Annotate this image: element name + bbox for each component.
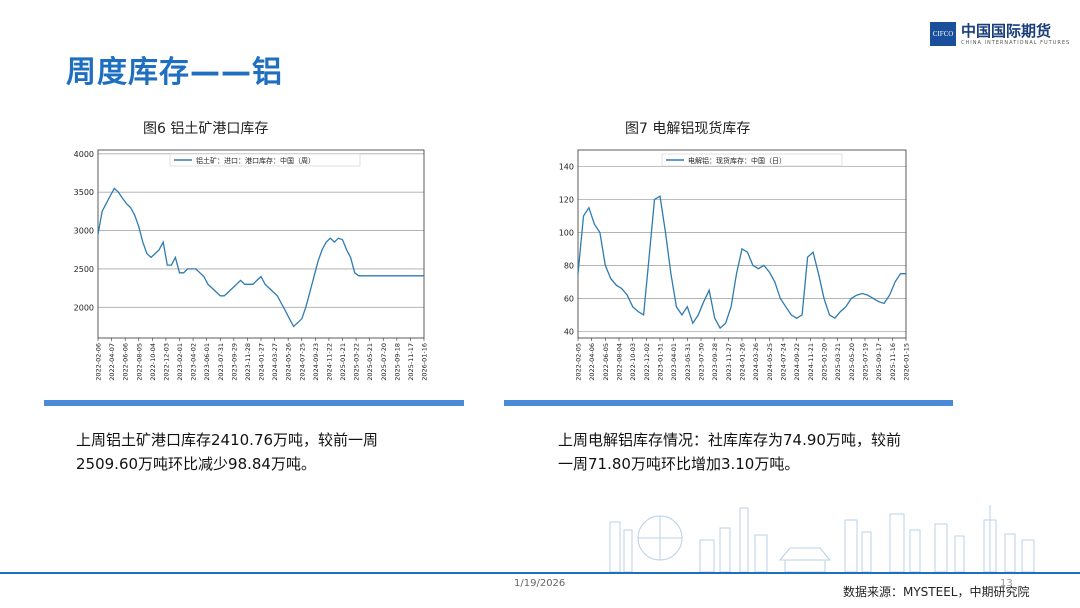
x-tick-label: 2025-07-19 — [862, 343, 870, 381]
divider-bar — [504, 400, 953, 406]
x-tick-label: 2023-01-31 — [657, 343, 665, 381]
logo-english-name: CHINA INTERNATIONAL FUTURES — [961, 40, 1071, 46]
y-tick-label: 120 — [559, 195, 574, 204]
aluminium-inventory-chart: 40 60 80 100 120 140 2022-02-05 2022-04-06 2022-… — [559, 149, 911, 381]
x-tick-label: 2025-09-17 — [875, 343, 883, 381]
company-logo: CIFCO 中国国际期货 CHINA INTERNATIONAL FUTURES — [930, 20, 1069, 50]
x-tick-label: 2023-06-01 — [203, 343, 211, 381]
x-tick-label: 2025-05-21 — [366, 343, 374, 381]
x-tick-label: 2022-08-05 — [135, 343, 143, 381]
plot-frame — [97, 149, 425, 339]
x-tick-label: 2024-01-26 — [739, 343, 747, 381]
x-tick-label: 2022-06-06 — [122, 343, 130, 381]
divider-bar — [44, 400, 464, 406]
y-tick-label: 2000 — [74, 303, 94, 312]
y-tick-label: 100 — [559, 228, 574, 237]
x-tick-label: 2024-11-21 — [807, 343, 815, 381]
x-tick-label: 2024-01-27 — [258, 343, 266, 381]
x-tick-label: 2023-07-31 — [217, 343, 225, 381]
x-tick-label: 2022-10-03 — [629, 343, 637, 381]
logo-mark: CIFCO — [930, 22, 956, 46]
city-skyline-illustration — [609, 505, 1035, 572]
x-tick-label: 2023-07-30 — [698, 343, 706, 381]
footer-rule — [0, 572, 1080, 574]
page-number: 13 — [1000, 578, 1013, 589]
data-source: 数据来源：MYSTEEL，中期研究院 — [843, 585, 1030, 599]
x-tick-label: 2024-07-25 — [298, 343, 306, 381]
x-tick-label: 2024-07-24 — [780, 343, 788, 381]
x-tick-label: 2025-01-21 — [339, 343, 347, 381]
x-tick-label: 2023-11-28 — [244, 343, 252, 381]
x-tick-label: 2025-07-20 — [380, 343, 388, 381]
x-tick-label: 2025-03-21 — [834, 343, 842, 381]
x-tick-label: 2023-09-28 — [711, 343, 719, 381]
bauxite-summary-text: 上周铝土矿港口库存2410.76万吨，较前一周2509.60万吨环比减少98.8… — [76, 431, 379, 473]
x-tick-label: 2024-03-27 — [271, 343, 279, 381]
chart-caption-aluminium: 图7 电解铝现货库存 — [625, 121, 751, 137]
legend-label: 电解铝：现货库存：中国（日） — [688, 156, 786, 165]
x-tick-label: 2023-04-01 — [670, 343, 678, 381]
x-tick-label: 2022-08-04 — [616, 343, 624, 381]
legend-label: 铝土矿：进口：港口库存：中国（周） — [196, 156, 315, 165]
x-tick-label: 2022-02-06 — [95, 343, 103, 381]
y-tick-label: 3500 — [74, 188, 94, 197]
chart-caption-bauxite: 图6 铝土矿港口库存 — [143, 121, 269, 137]
x-tick-label: 2022-02-05 — [575, 343, 583, 381]
y-tick-label: 4000 — [74, 150, 94, 159]
aluminium-summary-text: 上周电解铝库存情况：社库库存为74.90万吨，较前一周71.80万吨环比增加3.… — [558, 431, 901, 473]
series-line — [577, 195, 906, 330]
y-tick-label: 80 — [564, 261, 574, 270]
x-tick-label: 2023-02-01 — [176, 343, 184, 381]
x-tick-label: 2024-09-23 — [312, 343, 320, 381]
y-tick-label: 60 — [564, 294, 574, 303]
x-tick-label: 2025-11-17 — [407, 343, 415, 381]
x-tick-label: 2025-01-20 — [821, 343, 829, 381]
bauxite-inventory-chart: 2000 2500 3000 3500 4000 2022-02-06 2022-04-07… — [74, 149, 429, 381]
legend-box — [169, 153, 361, 167]
x-tick-label: 2026-01-15 — [903, 343, 911, 381]
logo-name: 中国国际期货 — [961, 22, 1052, 40]
x-tick-label: 2023-05-31 — [684, 343, 692, 381]
x-tick-label: 2022-04-07 — [108, 343, 116, 381]
x-tick-label: 2024-09-22 — [793, 343, 801, 381]
x-tick-label: 2022-10-04 — [149, 343, 157, 381]
x-tick-label: 2024-11-22 — [325, 343, 333, 381]
y-tick-label: 40 — [564, 327, 574, 336]
x-tick-label: 2024-05-25 — [766, 343, 774, 381]
x-tick-label: 2022-12-03 — [162, 343, 170, 381]
series-line — [97, 187, 424, 328]
x-tick-label: 2025-09-18 — [393, 343, 401, 381]
x-tick-label: 2023-09-29 — [230, 343, 238, 381]
page-title: 周度库存——铝 — [66, 55, 283, 90]
y-tick-label: 3000 — [74, 227, 94, 236]
y-tick-label: 2500 — [74, 265, 94, 274]
x-tick-label: 2023-04-02 — [190, 343, 198, 381]
x-tick-label: 2025-11-16 — [889, 343, 897, 381]
x-tick-label: 2025-03-22 — [353, 343, 361, 381]
x-tick-label: 2025-05-20 — [848, 343, 856, 381]
x-tick-label: 2024-03-26 — [752, 343, 760, 381]
x-tick-label: 2024-05-26 — [285, 343, 293, 381]
x-tick-label: 2022-04-06 — [588, 343, 596, 381]
legend-box — [661, 153, 843, 167]
x-tick-label: 2022-06-05 — [602, 343, 610, 381]
footer-date: 1/19/2026 — [514, 578, 566, 589]
y-tick-label: 140 — [559, 162, 574, 171]
x-tick-label: 2023-11-27 — [725, 343, 733, 381]
x-tick-label: 2022-12-02 — [643, 343, 651, 381]
plot-frame — [577, 149, 907, 339]
x-tick-label: 2026-01-16 — [421, 343, 429, 381]
